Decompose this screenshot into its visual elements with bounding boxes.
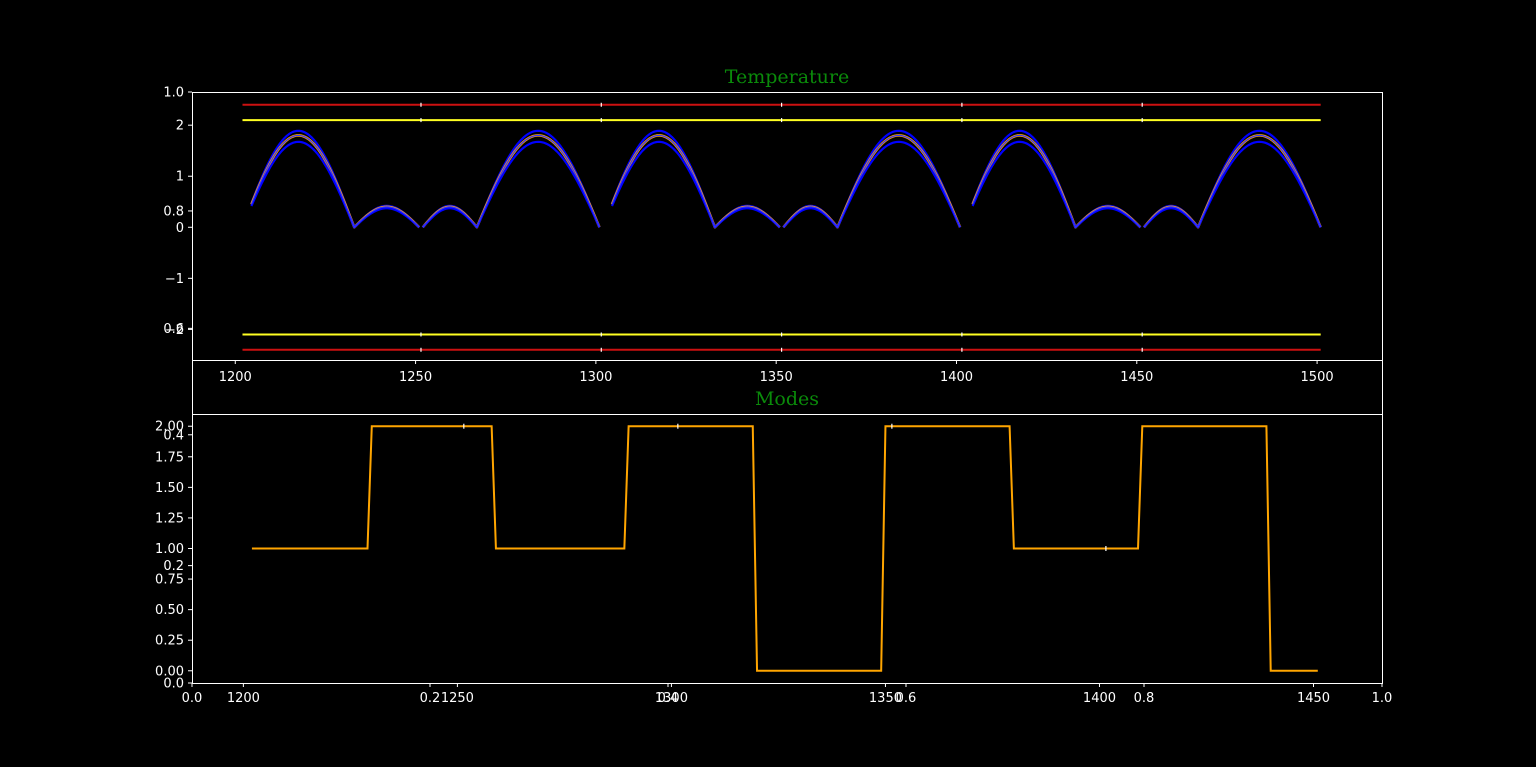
- x-tick-label: 1450: [1297, 691, 1330, 706]
- curve-baseline: [611, 134, 781, 228]
- x-tick-label: 1350: [760, 370, 793, 385]
- curve-baseline: [972, 134, 1141, 228]
- x-tick-label: 1200: [219, 370, 252, 385]
- modes-x-axis: 1200 1250 1300 1350 1400 1450: [227, 683, 1330, 706]
- y-tick-label: 1.75: [155, 450, 184, 465]
- secondary-x-tick-label: 0.8: [1134, 691, 1155, 706]
- curve-baseline: [422, 134, 601, 228]
- secondary-x-tick-label: 0.6: [896, 691, 917, 706]
- temperature-title: Temperature: [725, 66, 849, 88]
- x-tick-label: 1400: [940, 370, 973, 385]
- y-tick-label: 1.25: [155, 511, 184, 526]
- y-tick-label: 0: [176, 221, 184, 236]
- modes-panel: Modes 2.001.751.501.251.000.750.500.250.…: [155, 388, 1392, 706]
- x-tick-label: 1300: [579, 370, 612, 385]
- modes-series: [251, 423, 1318, 672]
- secondary-x-tick-label: 0.2: [420, 691, 441, 706]
- temperature-series: [242, 102, 1322, 352]
- modes-plot-frame: [192, 414, 1383, 684]
- temperature-panel: Temperature 2 1 0 −1 −2 1.0 0.8 0.6 1200 1250 13…: [163, 66, 1383, 415]
- y-tick-label: −2: [165, 323, 184, 338]
- y-tick-label: −1: [165, 272, 184, 287]
- y-tick-label: 2.00: [155, 420, 184, 435]
- temperature-y-axis: 2 1 0 −1 −2: [165, 119, 192, 338]
- modes-secondary-x-axis: 0.0 0.2 0.4 0.6 0.8 1.0: [182, 683, 1393, 706]
- x-tick-label: 1350: [869, 691, 902, 706]
- secondary-x-tick-label: 0.0: [182, 691, 203, 706]
- secondary-y-tick-label: 0.6: [163, 322, 184, 337]
- curve-baseline: [782, 134, 961, 228]
- secondary-y-tick-label: 0.8: [163, 204, 184, 219]
- x-tick-label: 1500: [1301, 370, 1334, 385]
- y-tick-label: 0.50: [155, 603, 184, 618]
- temperature-x-axis: 1200 1250 1300 1350 1400 1450 1500: [219, 360, 1334, 385]
- mode-step-line: [251, 425, 1318, 672]
- y-tick-label: 0.75: [155, 573, 184, 588]
- curve-baseline: [1143, 134, 1322, 228]
- temperature-secondary-y-axis: 1.0 0.8 0.6: [163, 86, 192, 337]
- x-tick-label: 1400: [1083, 691, 1116, 706]
- y-tick-label: 1.50: [155, 481, 184, 496]
- modes-y-axis: 2.00 1.75 1.50 1.25 1.00 0.75 0.50 0.25 0.00: [155, 420, 192, 679]
- y-tick-label: 0.25: [155, 634, 184, 649]
- x-tick-label: 1250: [441, 691, 474, 706]
- y-tick-label: 1: [176, 170, 184, 185]
- y-tick-label: 0.00: [155, 664, 184, 679]
- x-tick-label: 1200: [227, 691, 260, 706]
- secondary-y-tick-label: 0.4: [163, 428, 184, 443]
- x-tick-label: 1450: [1120, 370, 1153, 385]
- y-tick-label: 2: [176, 119, 184, 134]
- x-tick-label: 1250: [399, 370, 432, 385]
- x-tick-label: 1300: [655, 691, 688, 706]
- secondary-y-tick-label: 0.2: [163, 559, 184, 574]
- modes-secondary-y-axis: 0.4 0.2 0.0: [163, 428, 192, 692]
- curve-baseline: [250, 134, 420, 228]
- secondary-y-tick-label: 1.0: [163, 86, 184, 101]
- secondary-x-tick-label: 1.0: [1372, 691, 1393, 706]
- secondary-x-tick-label: 0.4: [658, 691, 679, 706]
- modes-title: Modes: [755, 388, 819, 410]
- y-tick-label: 1.00: [155, 542, 184, 557]
- secondary-y-tick-label: 0.0: [163, 677, 184, 692]
